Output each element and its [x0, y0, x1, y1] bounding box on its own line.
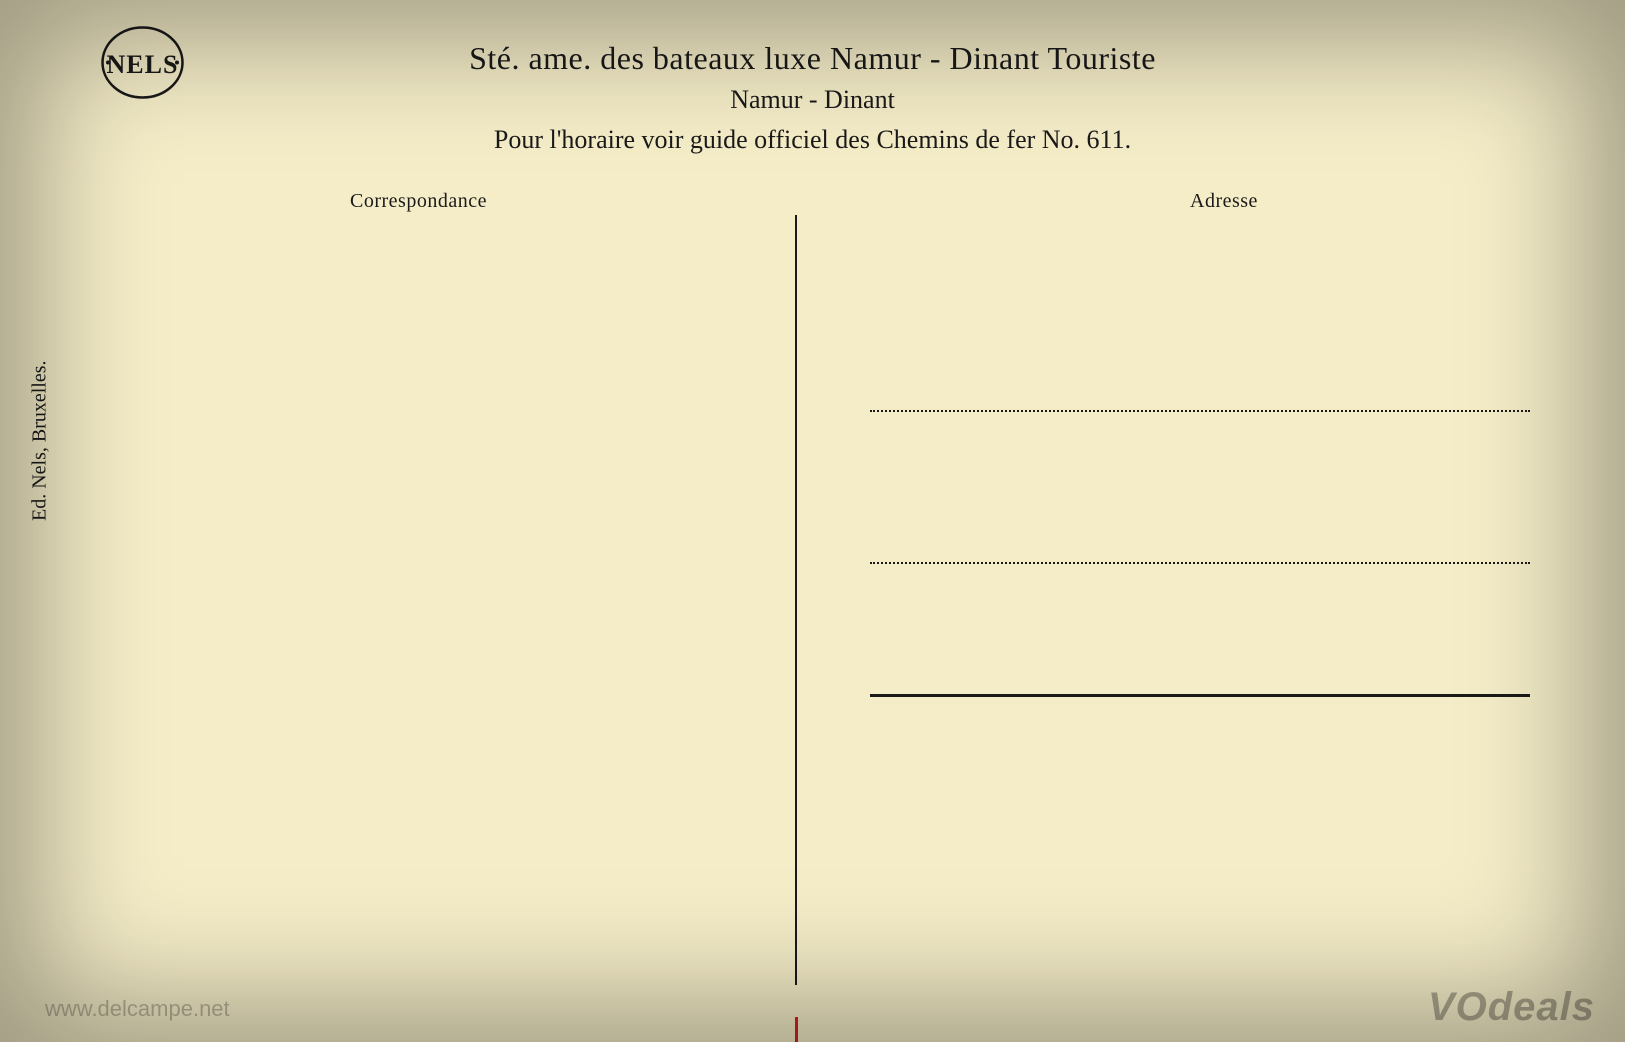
address-line-2	[870, 562, 1530, 564]
postcard-header: Sté. ame. des bateaux luxe Namur - Dinan…	[30, 40, 1595, 155]
address-line-3	[870, 694, 1530, 697]
red-mark-icon	[795, 1017, 798, 1042]
address-lines	[870, 410, 1530, 697]
watermark-vodeals: VOdeals	[1428, 985, 1595, 1030]
postcard-back: NELS Sté. ame. des bateaux luxe Namur - …	[0, 0, 1625, 1042]
watermark-delcampe: www.delcampe.net	[45, 996, 230, 1022]
vertical-divider	[795, 215, 797, 985]
svg-text:NELS: NELS	[107, 50, 179, 79]
schedule-description: Pour l'horaire voir guide officiel des C…	[30, 125, 1595, 155]
correspondance-label: Correspondance	[350, 190, 487, 213]
adresse-label: Adresse	[1190, 190, 1258, 213]
route-subtitle: Namur - Dinant	[30, 85, 1595, 115]
nels-logo: NELS	[100, 25, 185, 100]
address-line-1	[870, 410, 1530, 412]
publisher-credit: Ed. Nels, Bruxelles.	[29, 360, 52, 521]
company-title: Sté. ame. des bateaux luxe Namur - Dinan…	[30, 40, 1595, 77]
